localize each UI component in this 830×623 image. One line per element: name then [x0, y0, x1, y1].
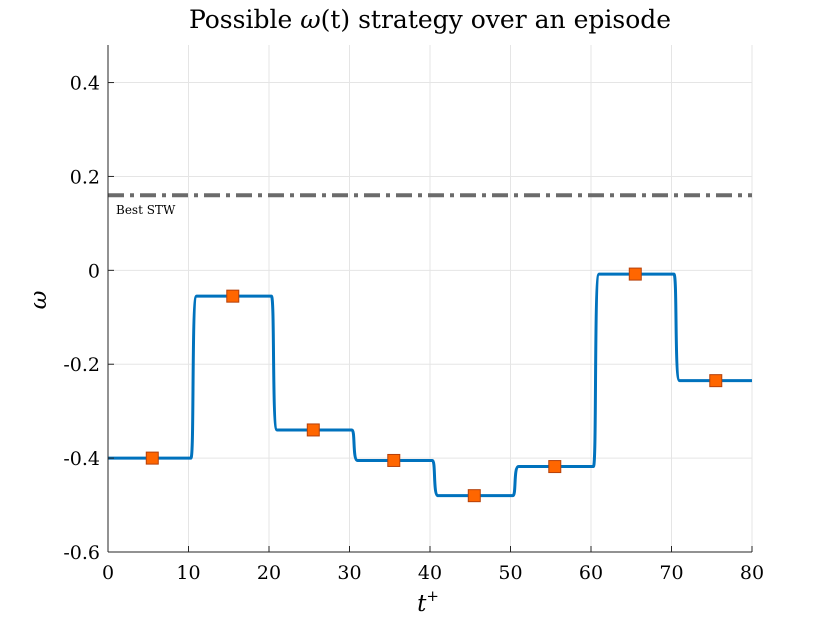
series-layer [108, 272, 752, 498]
reference-layer: Best STW [108, 193, 752, 217]
chart-title-suffix: strategy over an episode [350, 5, 671, 34]
best-stw-label: Best STW [116, 203, 176, 217]
y-tick-label: -0.4 [63, 448, 100, 470]
x-tick-label: 30 [337, 562, 361, 584]
data-point-marker [628, 267, 642, 281]
data-point-marker [467, 489, 481, 503]
marker-layer [145, 267, 723, 503]
y-tick-label: -0.6 [63, 542, 100, 564]
chart-title-omega: ω [300, 5, 320, 34]
data-point-marker [709, 374, 723, 388]
x-tick-label: 20 [257, 562, 281, 584]
chart-title-arg: (t) [321, 5, 351, 34]
chart-title-prefix: Possible [189, 5, 300, 34]
x-tick-label: 10 [176, 562, 200, 584]
data-point-marker [387, 453, 401, 467]
x-tick-label: 50 [498, 562, 522, 584]
x-tick-label: 60 [579, 562, 603, 584]
data-point-marker [306, 423, 320, 437]
y-tick-label: 0.4 [70, 73, 100, 95]
chart-title: Possible ω(t) strategy over an episode [189, 5, 671, 34]
x-tick-label: 40 [418, 562, 442, 584]
data-point-marker [226, 289, 240, 303]
y-tick-label: 0 [88, 260, 100, 282]
data-point-marker [548, 460, 562, 474]
x-axis-label-sup: + [426, 587, 439, 605]
y-axis-label: ω [26, 290, 52, 309]
omega-series-line [108, 272, 752, 498]
y-tick-label: -0.2 [63, 354, 100, 376]
x-tick-label: 0 [102, 562, 114, 584]
x-axis-label: t+ [417, 587, 439, 617]
grid-layer [108, 45, 753, 552]
x-tick-label: 70 [659, 562, 683, 584]
x-axis-label-main: t [417, 591, 427, 617]
x-tick-label: 80 [740, 562, 764, 584]
axis-layer: 0 10 20 30 40 50 60 70 80 -0.6 -0.4 -0.2 0 0.2 0.4 [63, 45, 764, 584]
data-point-marker [145, 451, 159, 465]
y-tick-label: 0.2 [70, 166, 100, 188]
